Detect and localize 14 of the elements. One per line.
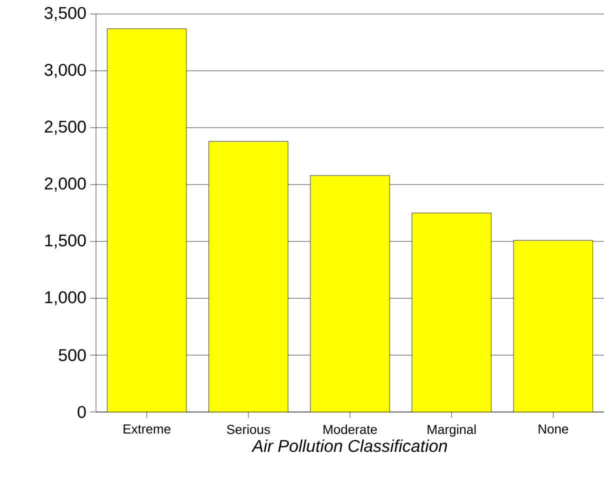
x-tick-label: Moderate bbox=[324, 424, 377, 434]
y-tick-label: 1,000 bbox=[45, 291, 86, 306]
y-tick-label: 3,500 bbox=[44, 6, 86, 22]
y-tick-label: 1,500 bbox=[45, 234, 86, 248]
x-tick-label: Marginal bbox=[428, 424, 476, 437]
y-tick-label: 2,000 bbox=[44, 178, 86, 192]
y-tick-label: 500 bbox=[58, 349, 86, 362]
y-tick-label: 0 bbox=[78, 406, 86, 418]
y-tick-label: 2,500 bbox=[44, 120, 86, 135]
x-axis-title: Air Pollution Classification bbox=[251, 440, 447, 452]
x-tick-label: None bbox=[538, 424, 568, 434]
x-tick-label: Serious bbox=[226, 424, 270, 434]
x-tick-label: Extreme bbox=[124, 424, 170, 434]
y-tick-label: 3,000 bbox=[44, 64, 86, 78]
